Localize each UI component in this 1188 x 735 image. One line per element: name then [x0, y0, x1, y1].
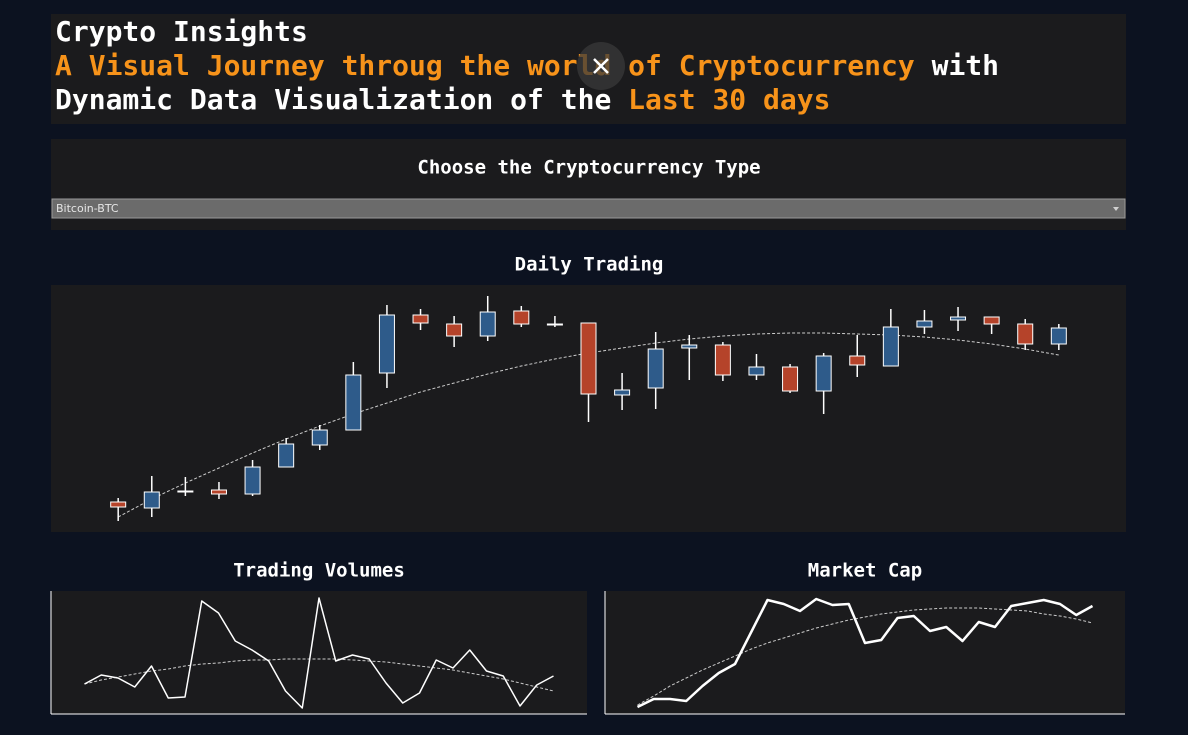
- trend-line: [84, 658, 554, 692]
- candle-body: [916, 320, 933, 328]
- chart-title: Daily Trading: [515, 254, 664, 276]
- candle-body: [446, 323, 463, 337]
- candle-body: [177, 490, 194, 493]
- data-line: [84, 597, 554, 709]
- candle-body: [311, 429, 328, 446]
- candle-body: [143, 491, 160, 509]
- dropdown-value[interactable]: Bitcoin-BTC: [56, 202, 119, 215]
- candle-body: [815, 355, 832, 392]
- candle-body: [210, 489, 227, 495]
- trend-line: [637, 607, 1093, 706]
- data-line: [636, 597, 1094, 709]
- candle-body: [849, 355, 866, 366]
- candle-body: [378, 314, 395, 374]
- dropdown-arrow[interactable]: [1113, 207, 1119, 211]
- candle-body: [782, 366, 799, 392]
- dropdown[interactable]: Bitcoin-BTC: [51, 198, 1126, 219]
- candle-body: [513, 310, 530, 325]
- candle-body: [1017, 323, 1034, 345]
- subtitle-line: A Visual Journey throug the world of Cry…: [55, 49, 999, 82]
- candle-body: [1050, 327, 1067, 345]
- page-title: Crypto Insights: [55, 15, 308, 48]
- candle-body: [882, 326, 899, 367]
- candle-body: [714, 344, 731, 376]
- candle-body: [278, 443, 295, 468]
- candle-body: [479, 311, 496, 337]
- subtitle-segment: Last 30 days: [628, 83, 830, 116]
- dropdown-box[interactable]: [51, 198, 1126, 219]
- candle-body: [647, 348, 664, 389]
- candle-body: [950, 316, 967, 321]
- candle-body: [345, 374, 362, 431]
- candle-body: [580, 322, 597, 395]
- candle-body: [614, 389, 631, 396]
- candle-body: [412, 314, 429, 324]
- candle-body: [110, 501, 127, 508]
- subtitle-segment: A Visual Journey throug the world of Cry…: [55, 49, 915, 82]
- plots: [50, 296, 1125, 715]
- candle-body: [983, 316, 1000, 325]
- close-icon[interactable]: [593, 58, 609, 74]
- subtitle-segment: with: [915, 49, 999, 82]
- plot-area: [605, 591, 1125, 714]
- chart-title: Market Cap: [808, 560, 922, 582]
- close-button[interactable]: [577, 42, 625, 90]
- candle-body: [244, 466, 261, 495]
- subtitle-line: Dynamic Data Visualization of the Last 3…: [55, 83, 830, 116]
- subtitle-segment: Dynamic Data Visualization of the: [55, 83, 628, 116]
- chart-title: Trading Volumes: [233, 560, 405, 582]
- candle-body: [748, 366, 765, 376]
- selector-label: Choose the Cryptocurrency Type: [417, 157, 760, 179]
- candle-body: [546, 323, 563, 326]
- plot-area: [51, 591, 587, 714]
- candle-body: [681, 344, 698, 349]
